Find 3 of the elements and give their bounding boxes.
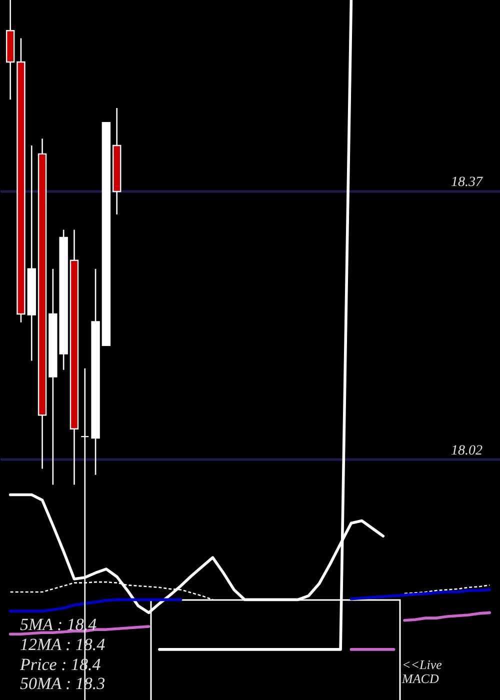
y-tick-label: 18.02 (451, 443, 482, 458)
y-tick-label: 18.37 (451, 175, 484, 190)
annotation: <<Live MACD (401, 657, 442, 686)
